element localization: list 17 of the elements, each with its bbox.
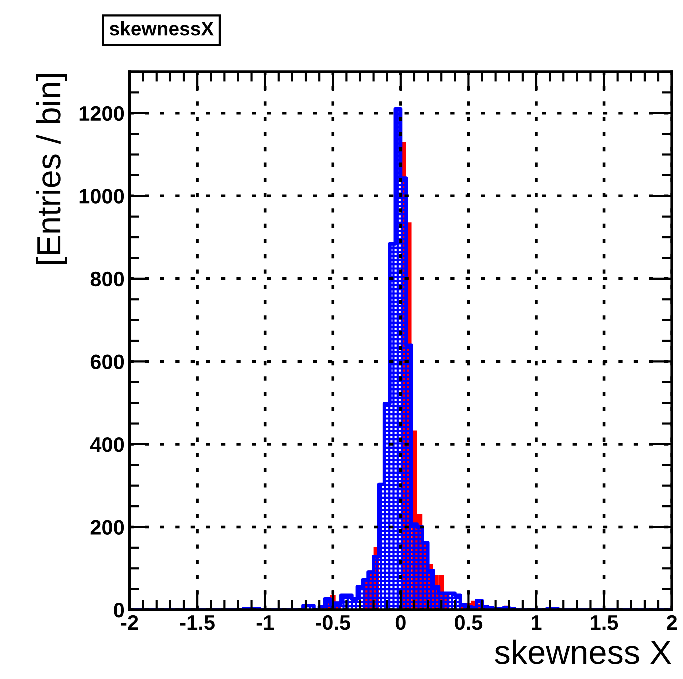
y-tick-label: 1000 xyxy=(80,189,124,204)
y-axis-title: [Entries / bin] xyxy=(36,74,68,264)
x-tick-label: 2 xyxy=(667,615,678,630)
chart-title: skewnessX xyxy=(110,21,214,36)
x-tick-label: 1 xyxy=(532,616,542,630)
y-tick-label: 1200 xyxy=(80,106,124,122)
y-tick-label: 200 xyxy=(90,520,124,535)
x-tick-label: 0 xyxy=(396,615,406,630)
x-tick-label: -1.5 xyxy=(180,616,215,630)
y-tick-label: 400 xyxy=(90,437,124,452)
x-tick-label: 1.5 xyxy=(591,616,618,630)
x-tick-label: -1 xyxy=(256,616,274,630)
x-tick-label: 0.5 xyxy=(455,615,483,630)
y-tick-label: 800 xyxy=(90,272,124,287)
x-axis-title: skewness X xyxy=(495,640,672,664)
x-tick-label: -0.5 xyxy=(316,615,351,630)
y-tick-label: 600 xyxy=(90,354,124,370)
